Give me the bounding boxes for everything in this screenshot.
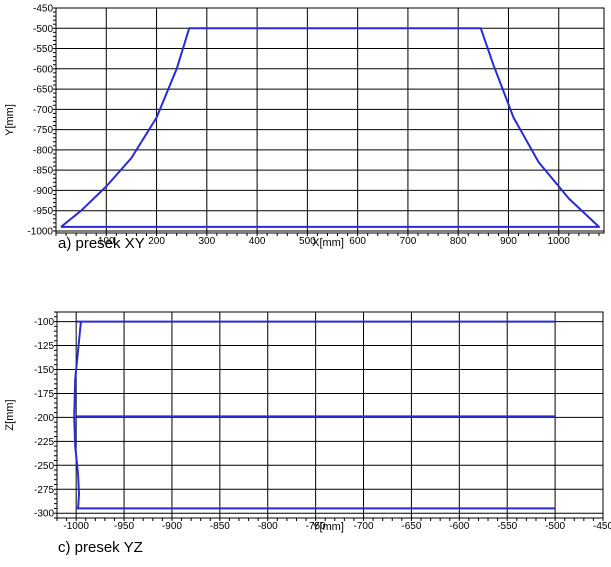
y-tick-label: -125: [34, 341, 54, 352]
x-tick-label: 300: [198, 236, 215, 247]
x-tick-label: 1000: [548, 236, 571, 247]
y-tick-label: -200: [34, 413, 54, 424]
y-tick-label: -950: [33, 206, 53, 217]
y-axis-label: Z[mm]: [4, 399, 16, 430]
x-tick-label: -650: [401, 521, 421, 532]
x-axis-label: Y[mm]: [312, 521, 344, 533]
x-tick-label: -800: [258, 521, 278, 532]
x-tick-label: 600: [349, 236, 366, 247]
y-axis-label: Y[mm]: [4, 104, 16, 136]
y-tick-label: -275: [34, 485, 54, 496]
x-tick-label: 500: [299, 236, 316, 247]
x-axis-label: X[mm]: [312, 237, 344, 249]
y-tick-label: -750: [33, 125, 53, 136]
y-tick-label: -175: [34, 389, 54, 400]
x-tick-label: 900: [500, 236, 517, 247]
x-tick-label: -550: [497, 521, 517, 532]
chart-xy: 100 200 300 400 500 600 700 800 900 1000 -450 -500 -…: [4, 4, 605, 252]
y-tick-label: -850: [33, 166, 53, 177]
x-tick-label: -750: [306, 521, 326, 532]
x-tick-label: -700: [354, 521, 374, 532]
x-tick-label: 700: [400, 236, 417, 247]
panel-caption: c) presek YZ: [58, 539, 143, 556]
plot-area: [56, 311, 604, 519]
x-tick-label: -1000: [63, 521, 89, 532]
y-tick-label: -550: [33, 44, 53, 55]
y-tick-label: -800: [33, 145, 53, 156]
y-tick-label: -450: [33, 4, 53, 15]
x-tick-label: -950: [114, 521, 134, 532]
y-tick-label: -500: [33, 24, 53, 35]
x-tick-label: -900: [162, 521, 182, 532]
x-tick-label: -600: [449, 521, 469, 532]
y-tick-label: -900: [33, 186, 53, 197]
x-tick-label: -500: [545, 521, 565, 532]
x-tick-label: 400: [249, 236, 266, 247]
y-tick-label: -250: [34, 461, 54, 472]
x-tick-label: 800: [450, 236, 467, 247]
x-tick-label: 200: [148, 236, 165, 247]
y-tick-label: -700: [33, 105, 53, 116]
series-line: [73, 321, 82, 509]
panel-caption: a) presek XY: [58, 235, 145, 252]
y-tick-label: -150: [34, 365, 54, 376]
y-tick-label: -1000: [27, 226, 53, 237]
x-tick-label: 100: [98, 236, 115, 247]
y-tick-label: -650: [33, 85, 53, 96]
x-tick-label: -450: [593, 521, 611, 532]
y-tick-label: -225: [34, 437, 54, 448]
y-tick-label: -600: [33, 64, 53, 75]
x-tick-label: -850: [210, 521, 230, 532]
series-line: [60, 27, 600, 228]
plot-area: [55, 7, 605, 234]
y-tick-label: -100: [34, 317, 54, 328]
chart-yz: -1000 -950 -900 -850 -800 -750 -700 -650 -600 -55…: [4, 311, 611, 556]
y-tick-label: -300: [34, 509, 54, 520]
